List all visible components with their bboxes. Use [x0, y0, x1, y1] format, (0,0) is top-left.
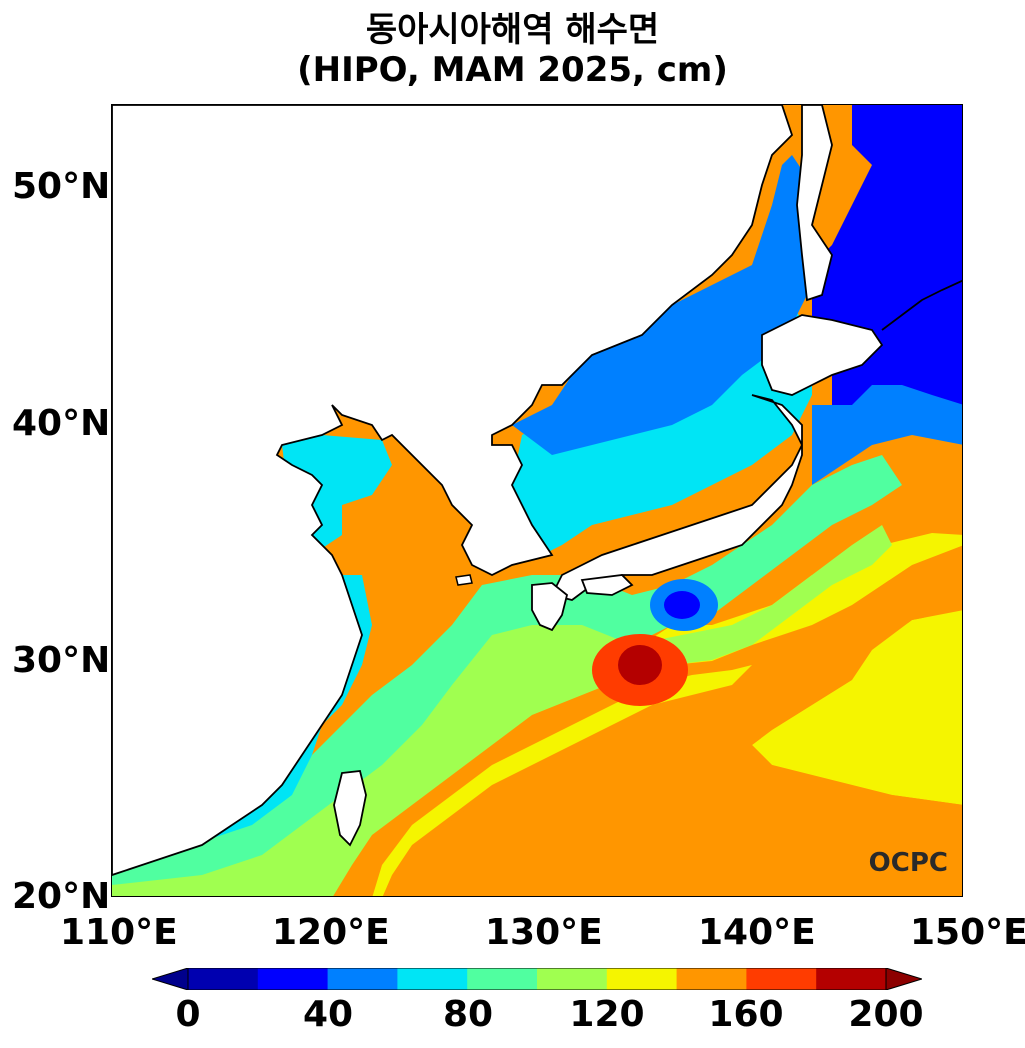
colorbar-segment-60	[397, 968, 468, 990]
sea-level-map	[112, 105, 962, 896]
colorbar-over-triangle	[885, 968, 922, 990]
map-title-line2: (HIPO, MAM 2025, cm)	[297, 50, 728, 90]
colorbar-segment-160	[746, 968, 817, 990]
colorbar-label-0: 0	[175, 994, 201, 1035]
colorbar-label-160: 160	[708, 994, 784, 1035]
land-hokkaido	[761, 314, 884, 396]
land-asia-mainland	[112, 105, 794, 876]
y-tick-20n: 20°N	[12, 876, 111, 917]
ocpc-logo: OCPC	[868, 848, 948, 878]
colorbar	[152, 968, 922, 990]
colorbar-border	[187, 968, 887, 990]
x-tick-130e: 130°E	[485, 912, 603, 953]
field-40-60-ne	[812, 385, 962, 485]
colorbar-segment-180	[816, 968, 887, 990]
eddy-180-200	[618, 645, 662, 685]
colorbar-segment-100	[537, 968, 608, 990]
land-kuril-coast	[881, 279, 962, 331]
colorbar-segment-20	[257, 968, 329, 990]
colorbar-label-40: 40	[302, 994, 354, 1035]
field-40-60-japan-sea	[512, 155, 812, 455]
land-japan-shikoku	[580, 574, 634, 596]
colorbar-segment-120	[606, 968, 678, 990]
colorbar-label-80: 80	[442, 994, 494, 1035]
map-plot-area: OCPC	[111, 104, 963, 897]
field-100-120	[112, 525, 892, 896]
field-120-140-coast	[372, 665, 752, 896]
x-tick-140e: 140°E	[698, 912, 816, 953]
colorbar-segment-80	[467, 968, 538, 990]
land-japan-kyushu	[531, 582, 569, 632]
x-tick-120e: 120°E	[272, 912, 390, 953]
cold-eddy-core	[664, 591, 700, 619]
land-sakhalin	[796, 105, 833, 302]
x-tick-110e: 110°E	[60, 912, 178, 953]
field-120-140-east-b	[752, 610, 962, 805]
colorbar-label-200: 200	[848, 994, 924, 1035]
colorbar-segment-0	[188, 968, 259, 990]
y-tick-30n: 30°N	[12, 640, 111, 681]
field-140-160-south	[383, 575, 962, 896]
colorbar-segment-140	[676, 968, 747, 990]
map-title-line1: 동아시아해역 해수면	[365, 10, 660, 50]
y-tick-40n: 40°N	[12, 403, 111, 444]
colorbar-segment-40	[327, 968, 398, 990]
x-tick-150e: 150°E	[910, 912, 1025, 953]
y-tick-50n: 50°N	[12, 166, 111, 207]
colorbar-under-triangle	[152, 968, 189, 990]
land-jeju	[455, 574, 473, 586]
colorbar-label-120: 120	[569, 994, 645, 1035]
land-taiwan	[333, 770, 367, 847]
